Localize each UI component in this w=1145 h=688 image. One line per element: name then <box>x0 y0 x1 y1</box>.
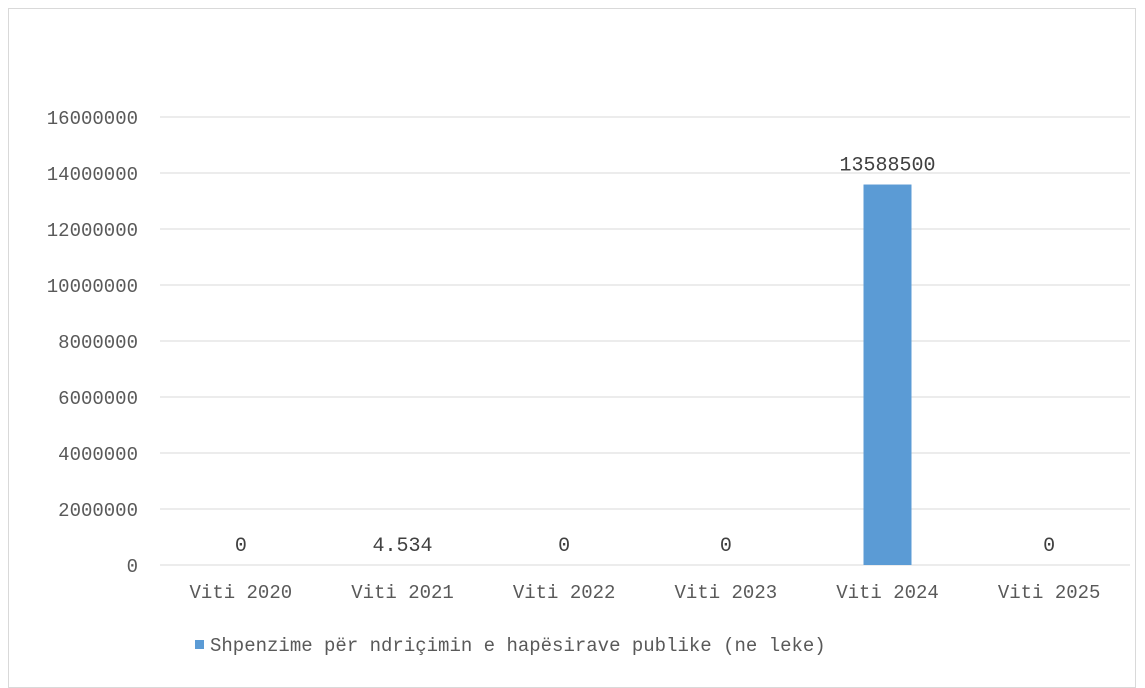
x-category-label: Viti 2021 <box>351 582 454 604</box>
y-tick-label: 8000000 <box>58 332 138 354</box>
gridlines <box>160 117 1130 565</box>
legend-swatch <box>195 640 204 649</box>
data-label: 0 <box>558 535 570 558</box>
y-tick-label: 14000000 <box>47 164 138 186</box>
y-axis-ticks: 0 2000000 4000000 6000000 8000000 10000000 120… <box>47 108 138 578</box>
data-labels: 0 4.534 0 0 13588500 0 <box>235 155 1055 558</box>
data-label: 0 <box>235 535 247 558</box>
legend: Shpenzime për ndriçimin e hapësirave pub… <box>195 635 826 657</box>
y-tick-label: 6000000 <box>58 388 138 410</box>
y-tick-label: 4000000 <box>58 444 138 466</box>
y-tick-label: 16000000 <box>47 108 138 130</box>
x-category-label: Viti 2020 <box>190 582 293 604</box>
legend-label: Shpenzime për ndriçimin e hapësirave pub… <box>210 635 826 657</box>
y-tick-label: 12000000 <box>47 220 138 242</box>
data-label: 0 <box>1043 535 1055 558</box>
bars <box>379 185 912 565</box>
data-label: 13588500 <box>839 155 935 178</box>
data-label: 0 <box>720 535 732 558</box>
y-tick-label: 10000000 <box>47 276 138 298</box>
x-category-label: Viti 2023 <box>675 582 778 604</box>
x-axis-categories: Viti 2020 Viti 2021 Viti 2022 Viti 2023 Viti… <box>190 582 1101 604</box>
x-category-label: Viti 2025 <box>998 582 1101 604</box>
x-category-label: Viti 2022 <box>513 582 616 604</box>
y-tick-label: 0 <box>127 556 138 578</box>
y-tick-label: 2000000 <box>58 500 138 522</box>
x-category-label: Viti 2024 <box>836 582 939 604</box>
bar <box>864 185 912 565</box>
data-label: 4.534 <box>372 535 432 558</box>
